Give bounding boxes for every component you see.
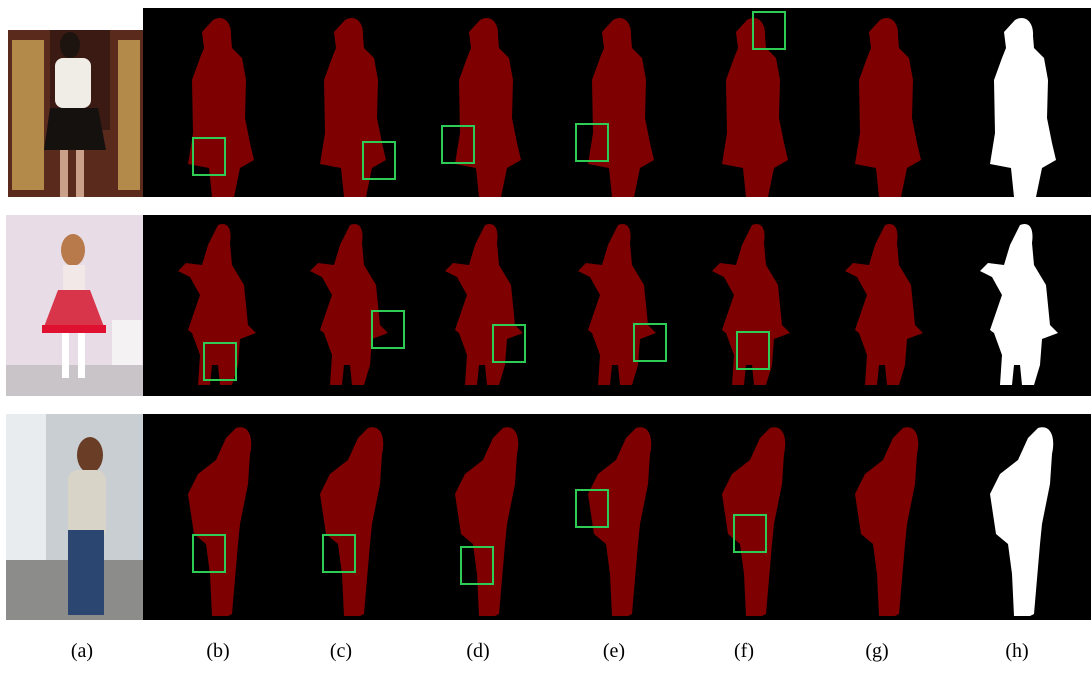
photo — [8, 30, 143, 197]
caption-label: (f) — [734, 640, 754, 662]
figure: (a) (b) (c) (d) (e) (f) (g) (h) — [0, 0, 1091, 669]
caption-label: (a) — [71, 640, 93, 662]
photo — [6, 215, 143, 396]
caption-label: (d) — [466, 640, 489, 662]
caption-label: (h) — [1005, 640, 1028, 662]
page: (a) (b) (c) (d) (e) (f) (g) (h) (() => {… — [0, 0, 1091, 674]
caption-label: (c) — [330, 640, 352, 662]
caption-label: (g) — [865, 640, 888, 662]
photo — [6, 414, 143, 620]
caption-label: (b) — [206, 640, 229, 662]
caption-label: (e) — [603, 640, 625, 662]
